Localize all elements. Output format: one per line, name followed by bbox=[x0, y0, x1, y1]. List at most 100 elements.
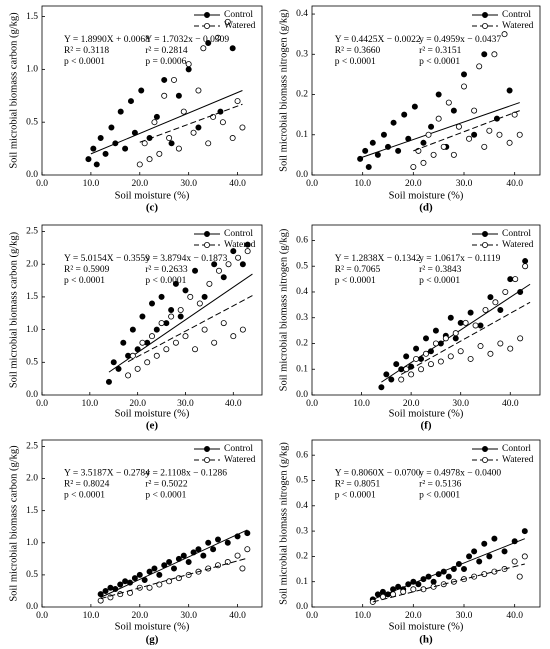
data-point bbox=[380, 131, 387, 138]
data-point bbox=[97, 597, 104, 604]
data-point bbox=[460, 566, 467, 573]
legend-marker bbox=[481, 445, 488, 452]
y-tick-label: 0.4 bbox=[296, 9, 308, 19]
y-tick-label: 0.4 bbox=[296, 287, 308, 297]
trend-line bbox=[357, 102, 520, 160]
x-tick-label: 30.0 bbox=[456, 179, 473, 189]
legend-marker bbox=[203, 11, 210, 18]
equation-text: y = 2.1108x − 0.1286 bbox=[145, 469, 227, 479]
panel-label: (c) bbox=[146, 202, 159, 214]
data-point bbox=[476, 558, 483, 565]
plot-frame bbox=[311, 439, 541, 608]
data-point bbox=[110, 359, 117, 366]
x-tick-label: 40.0 bbox=[506, 611, 523, 621]
data-point bbox=[413, 345, 420, 352]
data-point bbox=[466, 135, 473, 142]
y-tick-label: 0.2 bbox=[296, 90, 308, 100]
data-point bbox=[239, 326, 246, 333]
data-point bbox=[393, 361, 400, 368]
data-point bbox=[430, 151, 437, 158]
data-point bbox=[457, 348, 464, 355]
trend-line bbox=[90, 90, 243, 155]
legend-label: Watered bbox=[224, 21, 256, 31]
x-tick-label: 40.0 bbox=[225, 399, 242, 409]
data-point bbox=[430, 583, 437, 590]
data-point bbox=[125, 372, 132, 379]
panel: 0.0 10.0 20.0 30.0 40.0 0.0 0.5 1.0 1.5 Soil mois… bbox=[8, 5, 263, 214]
data-point bbox=[374, 151, 381, 158]
x-axis-title: Soil moisture (%) bbox=[115, 190, 190, 201]
data-point bbox=[177, 313, 184, 320]
data-point bbox=[457, 319, 464, 326]
equation-text: p = 0.0006 bbox=[145, 57, 186, 67]
data-point bbox=[205, 539, 212, 546]
y-tick-label: 1.5 bbox=[26, 292, 38, 302]
legend-marker bbox=[203, 241, 210, 248]
data-point bbox=[185, 559, 192, 566]
equation-text: r² = 0.3151 bbox=[419, 46, 461, 56]
data-point bbox=[108, 124, 115, 131]
equation-text: r² = 0.3843 bbox=[419, 265, 461, 275]
data-point bbox=[521, 528, 528, 535]
x-tick-label: 10.0 bbox=[353, 399, 370, 409]
trend-line bbox=[100, 529, 248, 598]
data-point bbox=[244, 248, 251, 255]
data-point bbox=[491, 535, 498, 542]
equation-text: r² = 0.2814 bbox=[145, 46, 187, 56]
data-point bbox=[486, 127, 493, 134]
x-tick-label: 20.0 bbox=[131, 611, 148, 621]
data-point bbox=[471, 548, 478, 555]
y-tick-label: 0.0 bbox=[296, 390, 308, 400]
data-point bbox=[170, 76, 177, 83]
data-point bbox=[516, 131, 523, 138]
data-point bbox=[175, 92, 182, 99]
y-tick-label: 1.0 bbox=[26, 65, 38, 75]
data-point bbox=[410, 163, 417, 170]
data-point bbox=[481, 51, 488, 58]
x-tick-label: 10.0 bbox=[83, 179, 100, 189]
panel: 0.0 10.0 20.0 30.0 40.0 0.0 0.5 1.0 1.5 2.0 2.5 Soi… bbox=[8, 439, 263, 646]
data-point bbox=[365, 163, 372, 170]
equation-text: R² = 0.5909 bbox=[64, 265, 110, 275]
equation-text: Y = 0.8060X − 0.0700 bbox=[335, 469, 421, 479]
data-point bbox=[185, 66, 192, 73]
data-point bbox=[239, 261, 246, 268]
data-point bbox=[127, 98, 134, 105]
legend-label: Control bbox=[502, 10, 531, 20]
x-tick-label: 20.0 bbox=[403, 399, 420, 409]
y-axis-title: Soil microbial biomass carbon (g/kg) bbox=[8, 231, 19, 388]
x-tick-label: 0.0 bbox=[36, 179, 48, 189]
equation-text: Y = 1.2838X − 0.1342 bbox=[335, 254, 421, 264]
plot-frame bbox=[311, 224, 541, 396]
x-axis-title: Soil moisture (%) bbox=[115, 621, 190, 632]
data-point bbox=[158, 320, 165, 327]
data-point bbox=[182, 287, 189, 294]
data-point bbox=[206, 280, 213, 287]
y-tick-label: 1.5 bbox=[26, 506, 38, 516]
x-tick-label: 40.0 bbox=[502, 399, 519, 409]
x-tick-label: 30.0 bbox=[177, 399, 194, 409]
equation-text: y = 0.4959x − 0.0437 bbox=[419, 35, 501, 45]
panel-label: (f) bbox=[421, 420, 432, 432]
data-point bbox=[195, 124, 202, 131]
data-point bbox=[506, 87, 513, 94]
data-point bbox=[378, 384, 385, 391]
x-axis-title: Soil moisture (%) bbox=[389, 190, 464, 201]
data-point bbox=[90, 145, 97, 152]
plot-frame bbox=[41, 224, 263, 396]
data-point bbox=[107, 584, 114, 591]
data-point bbox=[205, 140, 212, 147]
data-point bbox=[401, 111, 408, 118]
x-tick-label: 20.0 bbox=[129, 399, 146, 409]
legend-marker bbox=[481, 456, 488, 463]
y-tick-label: 2.5 bbox=[26, 442, 38, 452]
data-point bbox=[362, 147, 369, 154]
data-point bbox=[516, 573, 523, 580]
data-point bbox=[192, 346, 199, 353]
y-tick-label: 0.1 bbox=[296, 364, 308, 374]
data-point bbox=[229, 135, 236, 142]
data-point bbox=[466, 553, 473, 560]
panel-label: (d) bbox=[419, 202, 433, 214]
equation-text: p < 0.0001 bbox=[419, 491, 460, 501]
